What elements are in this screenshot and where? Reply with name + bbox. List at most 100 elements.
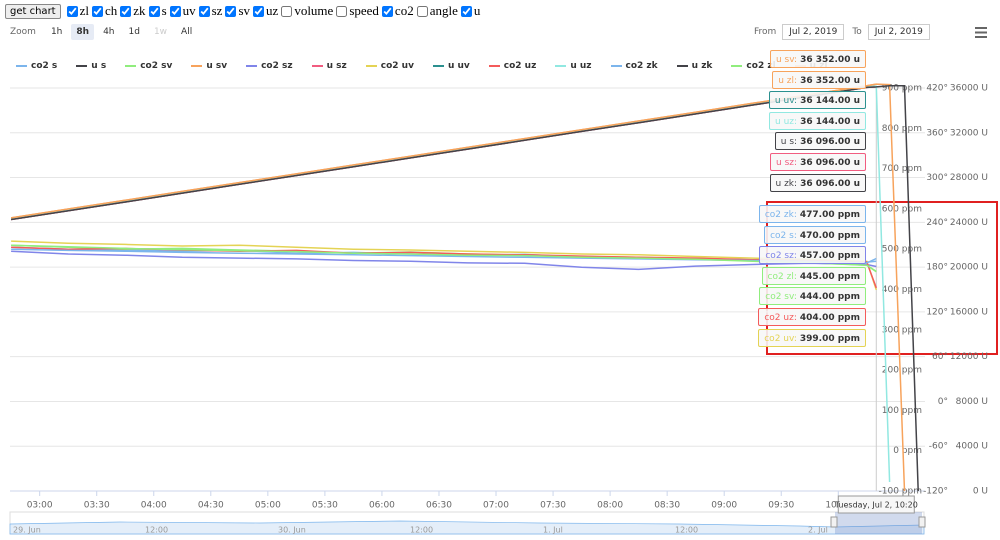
tooltip-label: u uz:	[775, 116, 798, 127]
tooltip-label: co2 sv:	[765, 292, 797, 303]
get-chart-button[interactable]: get chart	[5, 3, 61, 19]
checkbox-item[interactable]: sz	[198, 3, 223, 19]
zoom-button[interactable]: 1d	[128, 27, 140, 37]
tooltip-value: 36 144.00 u	[800, 96, 860, 107]
y-tick-label: 16000 U	[950, 307, 988, 317]
tooltip-label: co2 zl:	[767, 271, 797, 282]
legend-label: co2 sz	[261, 61, 293, 71]
legend-item[interactable]: u zk	[676, 61, 712, 71]
legend-item[interactable]: co2 zk	[610, 61, 658, 71]
legend-swatch	[76, 65, 88, 67]
legend-swatch	[432, 65, 444, 67]
navigator-handle[interactable]	[918, 516, 926, 528]
tooltip-label: co2 uv:	[764, 333, 797, 344]
zoom-button[interactable]: 1h	[50, 27, 63, 37]
legend-item[interactable]: u sv	[191, 61, 227, 71]
legend-item[interactable]: co2 uz	[488, 61, 537, 71]
legend-item[interactable]: u sz	[311, 61, 347, 71]
menu-icon[interactable]	[975, 27, 987, 38]
legend-swatch	[191, 65, 203, 67]
tooltip-value: 477.00 ppm	[799, 210, 860, 220]
checkbox[interactable]	[281, 5, 293, 17]
tooltip: u zk: 36 096.00 u	[769, 173, 866, 192]
to-input[interactable]: Jul 2, 2019	[867, 24, 930, 40]
checkbox[interactable]	[225, 5, 237, 17]
checkbox[interactable]	[416, 5, 428, 17]
legend-item[interactable]: co2 zl	[731, 61, 776, 71]
y-tick-label: 300°	[926, 173, 948, 183]
checkbox[interactable]	[66, 5, 78, 17]
y-tick-label: -120°	[923, 487, 948, 497]
tooltip-value: 445.00 ppm	[799, 271, 860, 282]
legend-item[interactable]: co2 uv	[365, 61, 414, 71]
zoom-button[interactable]: 4h	[103, 27, 115, 37]
legend-item[interactable]: u uz	[555, 61, 592, 71]
navigator-handle[interactable]	[830, 516, 838, 528]
y-tick-label: 600 ppm	[882, 204, 922, 214]
y-tick-label: 0 ppm	[893, 446, 922, 456]
navigator-label: 12:00	[410, 526, 433, 535]
legend-item[interactable]: u s	[76, 61, 106, 71]
checkbox-item[interactable]: speed	[336, 3, 379, 19]
tooltip-label: co2 sz:	[765, 251, 797, 262]
checkbox[interactable]	[381, 5, 393, 17]
legend-item[interactable]: u uv	[432, 61, 470, 71]
tooltip-label: u sv:	[775, 55, 798, 65]
legend-swatch	[311, 65, 323, 67]
checkbox-item[interactable]: sv	[225, 3, 250, 19]
x-tick-label: 07:00	[483, 501, 509, 511]
checkbox[interactable]	[460, 5, 472, 17]
checkbox-item[interactable]: zk	[120, 3, 146, 19]
checkbox-item[interactable]: zl	[66, 3, 89, 19]
tooltip: co2 zk: 477.00 ppm	[758, 205, 866, 223]
tooltip: co2 s: 470.00 ppm	[764, 225, 866, 244]
legend-item[interactable]: co2 sz	[246, 61, 293, 71]
checkbox-item[interactable]: angle	[416, 3, 458, 19]
checkbox-item[interactable]: volume	[281, 3, 333, 19]
legend-label: co2 uz	[503, 61, 537, 71]
checkbox-item[interactable]: uz	[253, 3, 278, 19]
y-tick-label: 8000 U	[956, 397, 988, 407]
checkbox[interactable]	[92, 5, 103, 17]
checkbox-label: sz	[211, 3, 223, 18]
x-tick-label: 04:00	[141, 501, 167, 511]
y-tick-label: 36000 U	[950, 84, 988, 94]
zoom-button[interactable]: 8h	[71, 24, 95, 40]
checkbox[interactable]	[253, 5, 265, 17]
checkbox-label: u	[473, 3, 481, 18]
from-input[interactable]: Jul 2, 2019	[782, 24, 845, 40]
y-tick-label: -100 ppm	[879, 487, 922, 497]
series-line	[10, 83, 877, 219]
legend-label: u uz	[570, 61, 592, 71]
checkbox[interactable]	[120, 5, 132, 17]
legend-item[interactable]: co2 s	[16, 61, 57, 71]
checkbox-item[interactable]: uv	[169, 3, 196, 19]
y-tick-label: 0°	[938, 397, 948, 407]
checkbox-item[interactable]: co2	[381, 3, 414, 19]
x-tick-label: 03:30	[84, 501, 110, 511]
x-tick-label: 08:00	[597, 501, 623, 511]
checkbox-item[interactable]: u	[460, 3, 481, 19]
y-tick-label: 12000 U	[950, 352, 988, 362]
x-tick-label: 06:00	[369, 501, 395, 511]
checkbox-item[interactable]: ch	[92, 3, 117, 19]
checkbox[interactable]	[148, 5, 160, 17]
legend-label: u sz	[326, 61, 347, 71]
checkbox[interactable]	[336, 5, 348, 17]
checkbox[interactable]	[198, 5, 210, 17]
zoom-button[interactable]: All	[181, 27, 193, 37]
y-tick-label: -60°	[929, 442, 948, 452]
checkbox[interactable]	[169, 5, 181, 17]
legend-item[interactable]: co2 sv	[125, 61, 172, 71]
x-tick-label: 05:00	[255, 501, 281, 511]
x-tick-label: 05:30	[312, 501, 338, 511]
series-line	[10, 85, 919, 492]
navigator-selection[interactable]	[835, 512, 922, 534]
tooltip-value: 457.00 ppm	[799, 251, 860, 262]
checkbox-label: zk	[133, 3, 146, 18]
legend-swatch	[555, 65, 567, 67]
legend-label: co2 uv	[380, 61, 414, 71]
checkbox-item[interactable]: s	[148, 3, 167, 19]
navigator-label: 29. Jun	[13, 526, 41, 535]
checkbox-label: ch	[105, 3, 118, 18]
